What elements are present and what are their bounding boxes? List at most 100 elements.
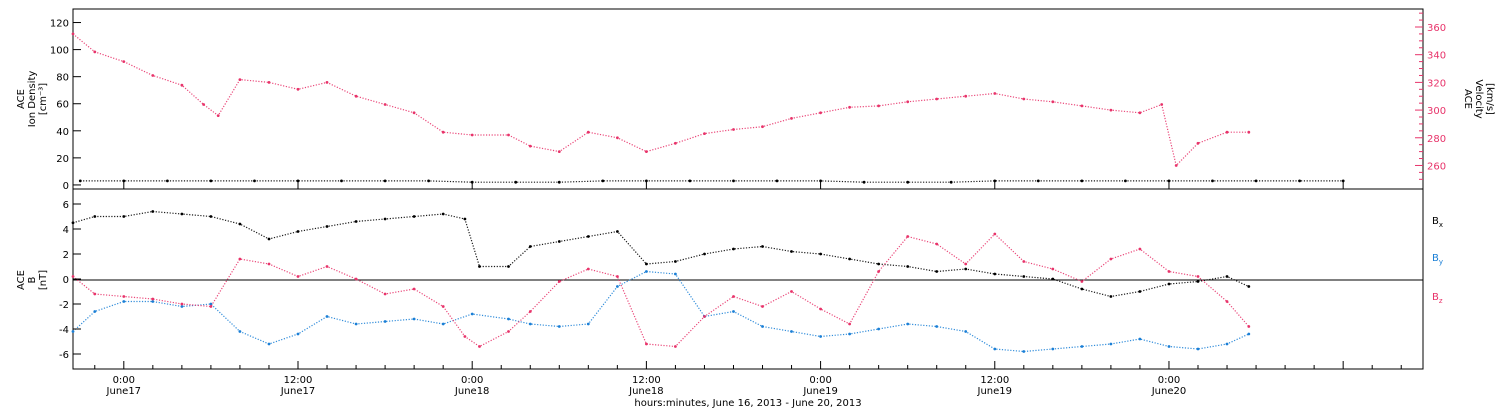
- bz-point: [819, 307, 822, 311]
- bx-point: [1167, 282, 1171, 286]
- bz-point: [1138, 247, 1142, 251]
- bx-point: [71, 221, 75, 225]
- by-point: [325, 315, 329, 318]
- bz-point: [1051, 267, 1055, 271]
- bx-point: [586, 235, 590, 238]
- bx-point: [238, 222, 242, 226]
- density-point: [253, 179, 256, 183]
- bx-point: [463, 217, 467, 221]
- field-tick-label: 4: [63, 225, 69, 236]
- velocity-point: [819, 111, 822, 115]
- by-point: [1051, 347, 1055, 351]
- velocity-point: [935, 97, 939, 101]
- velocity-ylabel-line1: ACE: [1462, 89, 1473, 109]
- velocity-point: [674, 141, 677, 145]
- bz-point: [964, 262, 968, 266]
- by-point: [586, 322, 590, 326]
- by-series: [71, 270, 1251, 353]
- density-point: [862, 180, 866, 184]
- marks-layer: [71, 32, 1345, 353]
- velocity-point: [383, 103, 387, 106]
- by-point: [383, 320, 387, 323]
- bx-point: [1109, 295, 1113, 298]
- velocity-point: [877, 104, 880, 108]
- velocity-point: [703, 132, 706, 136]
- by-point: [93, 310, 97, 313]
- by-point: [1196, 347, 1200, 351]
- density-point: [1036, 179, 1040, 183]
- density-tick-label: 20: [56, 154, 69, 165]
- bz-point: [507, 330, 510, 333]
- bz-trace: [72, 233, 1250, 348]
- by-point: [180, 305, 184, 308]
- by-point: [470, 312, 474, 316]
- velocity-point: [507, 133, 510, 137]
- bz-point: [761, 305, 764, 308]
- bx-point: [877, 262, 880, 266]
- velocity-series: [71, 32, 1251, 167]
- velocity-point: [1196, 141, 1200, 145]
- bx-point: [209, 215, 213, 218]
- bx-point: [1247, 285, 1251, 288]
- density-point: [1080, 179, 1084, 183]
- bx-point: [267, 237, 271, 241]
- density-point: [1124, 179, 1127, 183]
- x-tick-label-date: June17: [106, 386, 142, 397]
- velocity-point: [993, 92, 997, 95]
- bz-point: [296, 275, 300, 278]
- density-point: [427, 179, 430, 183]
- bz-point: [1196, 275, 1200, 278]
- density-point: [819, 179, 822, 183]
- velocity-point: [586, 130, 590, 134]
- by-point: [151, 300, 155, 303]
- by-point: [993, 347, 997, 351]
- bz-point: [877, 270, 880, 273]
- by-point: [616, 285, 619, 288]
- x-tick-label-time: 12:00: [632, 375, 661, 386]
- bx-point: [790, 250, 793, 253]
- bx-point: [732, 247, 735, 251]
- bx-point: [645, 262, 648, 266]
- field-tick-label: 6: [63, 200, 69, 211]
- density-point: [645, 179, 648, 183]
- bx-point: [964, 267, 968, 271]
- bx-point: [1138, 290, 1142, 293]
- velocity-point: [202, 103, 206, 106]
- x-tick-label-time: 0:00: [113, 375, 135, 386]
- bx-point: [93, 215, 97, 218]
- by-point: [906, 322, 910, 326]
- density-point: [1211, 179, 1214, 183]
- velocity-tick-label: 260: [1427, 161, 1446, 172]
- by-point: [441, 322, 445, 326]
- velocity-point: [848, 105, 851, 109]
- velocity-point: [645, 150, 648, 154]
- bx-point: [325, 225, 329, 228]
- density-point: [557, 180, 561, 184]
- by-point: [238, 330, 242, 333]
- bx-point: [848, 257, 851, 261]
- density-ylabel-line1: ACE: [16, 89, 27, 109]
- by-point: [122, 300, 126, 303]
- velocity-point: [1138, 111, 1142, 115]
- density-point: [340, 179, 343, 183]
- bz-point: [71, 275, 75, 278]
- velocity-point: [238, 78, 242, 81]
- density-point: [775, 179, 779, 183]
- velocity-point: [441, 130, 445, 134]
- velocity-point: [964, 94, 968, 98]
- bx-point: [296, 230, 300, 233]
- velocity-point: [1225, 130, 1229, 134]
- by-trace: [72, 270, 1250, 353]
- legend-by: By: [1432, 253, 1443, 266]
- density-point: [732, 179, 735, 183]
- bz-point: [906, 235, 910, 238]
- field-tick-label: -2: [59, 300, 69, 311]
- velocity-point: [1022, 97, 1026, 101]
- by-point: [761, 325, 764, 328]
- bz-point: [267, 262, 271, 266]
- density-tick-label: 120: [50, 19, 69, 30]
- density-point: [514, 180, 518, 184]
- by-point: [1138, 337, 1142, 341]
- velocity-point: [296, 87, 300, 91]
